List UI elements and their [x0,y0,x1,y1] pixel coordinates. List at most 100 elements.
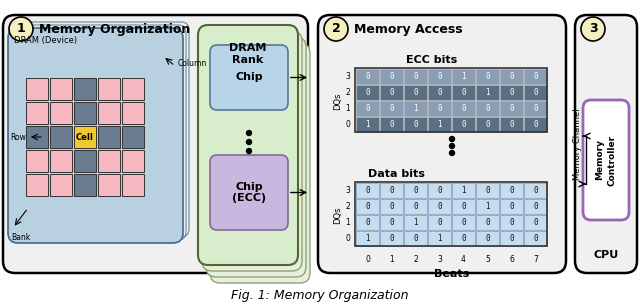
Circle shape [449,136,454,141]
Bar [524,183,547,198]
Bar [380,231,403,246]
Bar [524,199,547,214]
Text: 0: 0 [389,202,394,211]
Bar [50,102,72,124]
Text: 0: 0 [413,186,418,195]
Bar [74,126,96,148]
Bar [476,183,499,198]
Text: 0: 0 [365,202,370,211]
Bar [452,117,475,132]
Text: 0: 0 [509,218,514,227]
Text: 0: 0 [485,72,490,81]
Bar [98,78,120,100]
Bar [380,199,403,214]
Bar [50,78,72,100]
Circle shape [324,17,348,41]
Circle shape [581,17,605,41]
Bar [428,231,451,246]
Text: Fig. 1: Memory Organization: Fig. 1: Memory Organization [231,288,409,302]
Bar [122,78,144,100]
Bar [428,69,451,84]
Text: 1: 1 [365,120,370,129]
Text: 0: 0 [437,202,442,211]
FancyBboxPatch shape [210,45,288,110]
Text: 0: 0 [509,88,514,97]
Bar [98,150,120,172]
Text: 0: 0 [533,72,538,81]
Bar [476,231,499,246]
Bar [404,117,427,132]
Bar [452,101,475,116]
Text: 2: 2 [345,88,350,97]
Text: 0: 0 [509,72,514,81]
Text: Chip: Chip [235,72,263,82]
Text: 0: 0 [533,202,538,211]
Text: 3: 3 [437,255,442,264]
Bar [524,85,547,100]
Bar [428,183,451,198]
Bar [356,199,379,214]
Text: 1: 1 [485,88,490,97]
Bar [26,102,48,124]
Bar [524,215,547,230]
Bar [98,174,120,196]
Text: 0: 0 [389,186,394,195]
Text: 0: 0 [509,186,514,195]
Text: 1: 1 [345,104,350,113]
Text: 0: 0 [509,120,514,129]
Text: 0: 0 [461,234,466,243]
Bar [452,231,475,246]
Bar [98,126,120,148]
Bar [428,215,451,230]
Text: Row: Row [10,133,26,141]
Text: 1: 1 [485,202,490,211]
Bar [356,215,379,230]
Text: Column: Column [178,60,207,68]
Text: 0: 0 [345,234,350,243]
Text: 0: 0 [533,186,538,195]
Text: 1: 1 [413,218,418,227]
Bar [428,101,451,116]
Bar [74,174,96,196]
Bar [122,126,144,148]
Text: 2: 2 [332,22,340,36]
Text: Memory Organization: Memory Organization [39,22,190,36]
FancyBboxPatch shape [202,31,302,271]
Text: 0: 0 [533,104,538,113]
Text: 1: 1 [461,186,466,195]
Text: 0: 0 [509,202,514,211]
Text: 0: 0 [437,186,442,195]
Text: 1: 1 [437,120,442,129]
FancyBboxPatch shape [210,43,310,283]
Text: 0: 0 [461,88,466,97]
Text: ECC bits: ECC bits [406,55,458,65]
Bar [476,101,499,116]
FancyBboxPatch shape [210,155,288,230]
FancyBboxPatch shape [8,28,183,243]
Text: 4: 4 [461,255,466,264]
Text: 0: 0 [389,72,394,81]
Bar [122,150,144,172]
Bar [500,101,523,116]
FancyBboxPatch shape [318,15,566,273]
Text: 0: 0 [389,104,394,113]
Text: 0: 0 [461,104,466,113]
FancyBboxPatch shape [575,15,637,273]
Bar [26,150,48,172]
Bar [356,117,379,132]
Text: 0: 0 [461,120,466,129]
Text: Bank: Bank [11,233,30,242]
Bar [122,174,144,196]
Text: 0: 0 [485,218,490,227]
Text: 0: 0 [365,255,370,264]
FancyBboxPatch shape [583,100,629,220]
Text: 0: 0 [389,234,394,243]
Bar [404,183,427,198]
Text: 3: 3 [345,186,350,195]
Text: CPU: CPU [593,250,619,260]
Text: 0: 0 [485,104,490,113]
Text: 0: 0 [413,72,418,81]
Bar [355,68,547,132]
Text: 3: 3 [589,22,597,36]
Circle shape [449,150,454,156]
